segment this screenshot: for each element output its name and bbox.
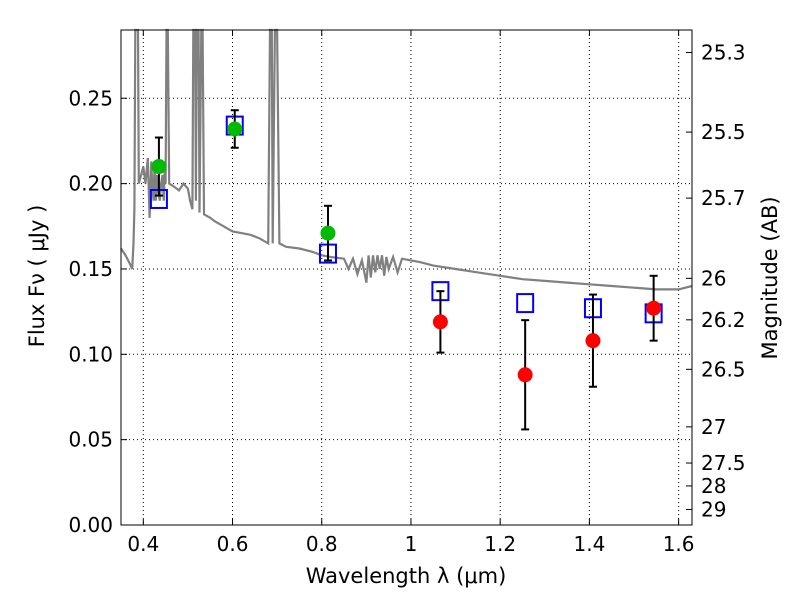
observed-point [585,333,601,349]
plot-frame [120,29,693,526]
y-tick-label: 0.15 [68,257,113,281]
model-square-marker [516,293,535,314]
x-tick-label: 0.6 [217,532,249,556]
x-tick-label: 1.6 [663,532,695,556]
y2-tick-label: 26.5 [701,357,746,381]
y-axis-title: Flux Fν ( μJy ) [25,205,49,348]
y-tick-label: 0.00 [68,513,113,537]
observed-photometry-markers [151,109,662,431]
observed-point [646,300,662,316]
x-tick-label: 1 [405,532,418,556]
observed-point [227,121,243,137]
y2-axis-title: Magnitude (AB) [758,196,782,359]
spectrum-path [120,28,693,291]
y2-tick-label: 29 [701,497,726,521]
y2-tick-label: 25.5 [701,120,746,144]
observed-point [151,159,167,175]
model-photometry-markers [149,115,663,324]
y-tick-label: 0.20 [68,172,113,196]
observed-point [320,225,336,241]
x-tick-label: 0.4 [127,532,159,556]
y-tick-label: 0.25 [68,86,113,110]
x-axis-ticks: 0.4 0.6 0.8 1 1.2 1.4 1.6 [127,30,695,556]
y2-tick-label: 26.2 [701,308,746,332]
y-tick-label: 0.05 [68,428,113,452]
y2-tick-label: 27.5 [701,451,746,475]
observed-point [432,314,448,330]
y2-tick-label: 25.3 [701,41,746,65]
y2-tick-label: 28 [701,474,726,498]
x-tick-label: 1.2 [484,532,516,556]
x-tick-label: 1.4 [573,532,605,556]
y2-tick-label: 25.7 [701,186,746,210]
observed-point [517,367,533,383]
y2-tick-label: 27 [701,415,726,439]
model-spectrum-line [120,28,693,291]
y-axis-ticks: 0.00 0.05 0.10 0.15 0.20 0.25 [68,86,127,537]
y2-tick-label: 26 [701,266,726,290]
x-axis-title: Wavelength λ (μm) [306,564,507,588]
grid-lines [121,30,692,526]
x-tick-label: 0.8 [306,532,338,556]
y-tick-label: 0.10 [68,342,113,366]
